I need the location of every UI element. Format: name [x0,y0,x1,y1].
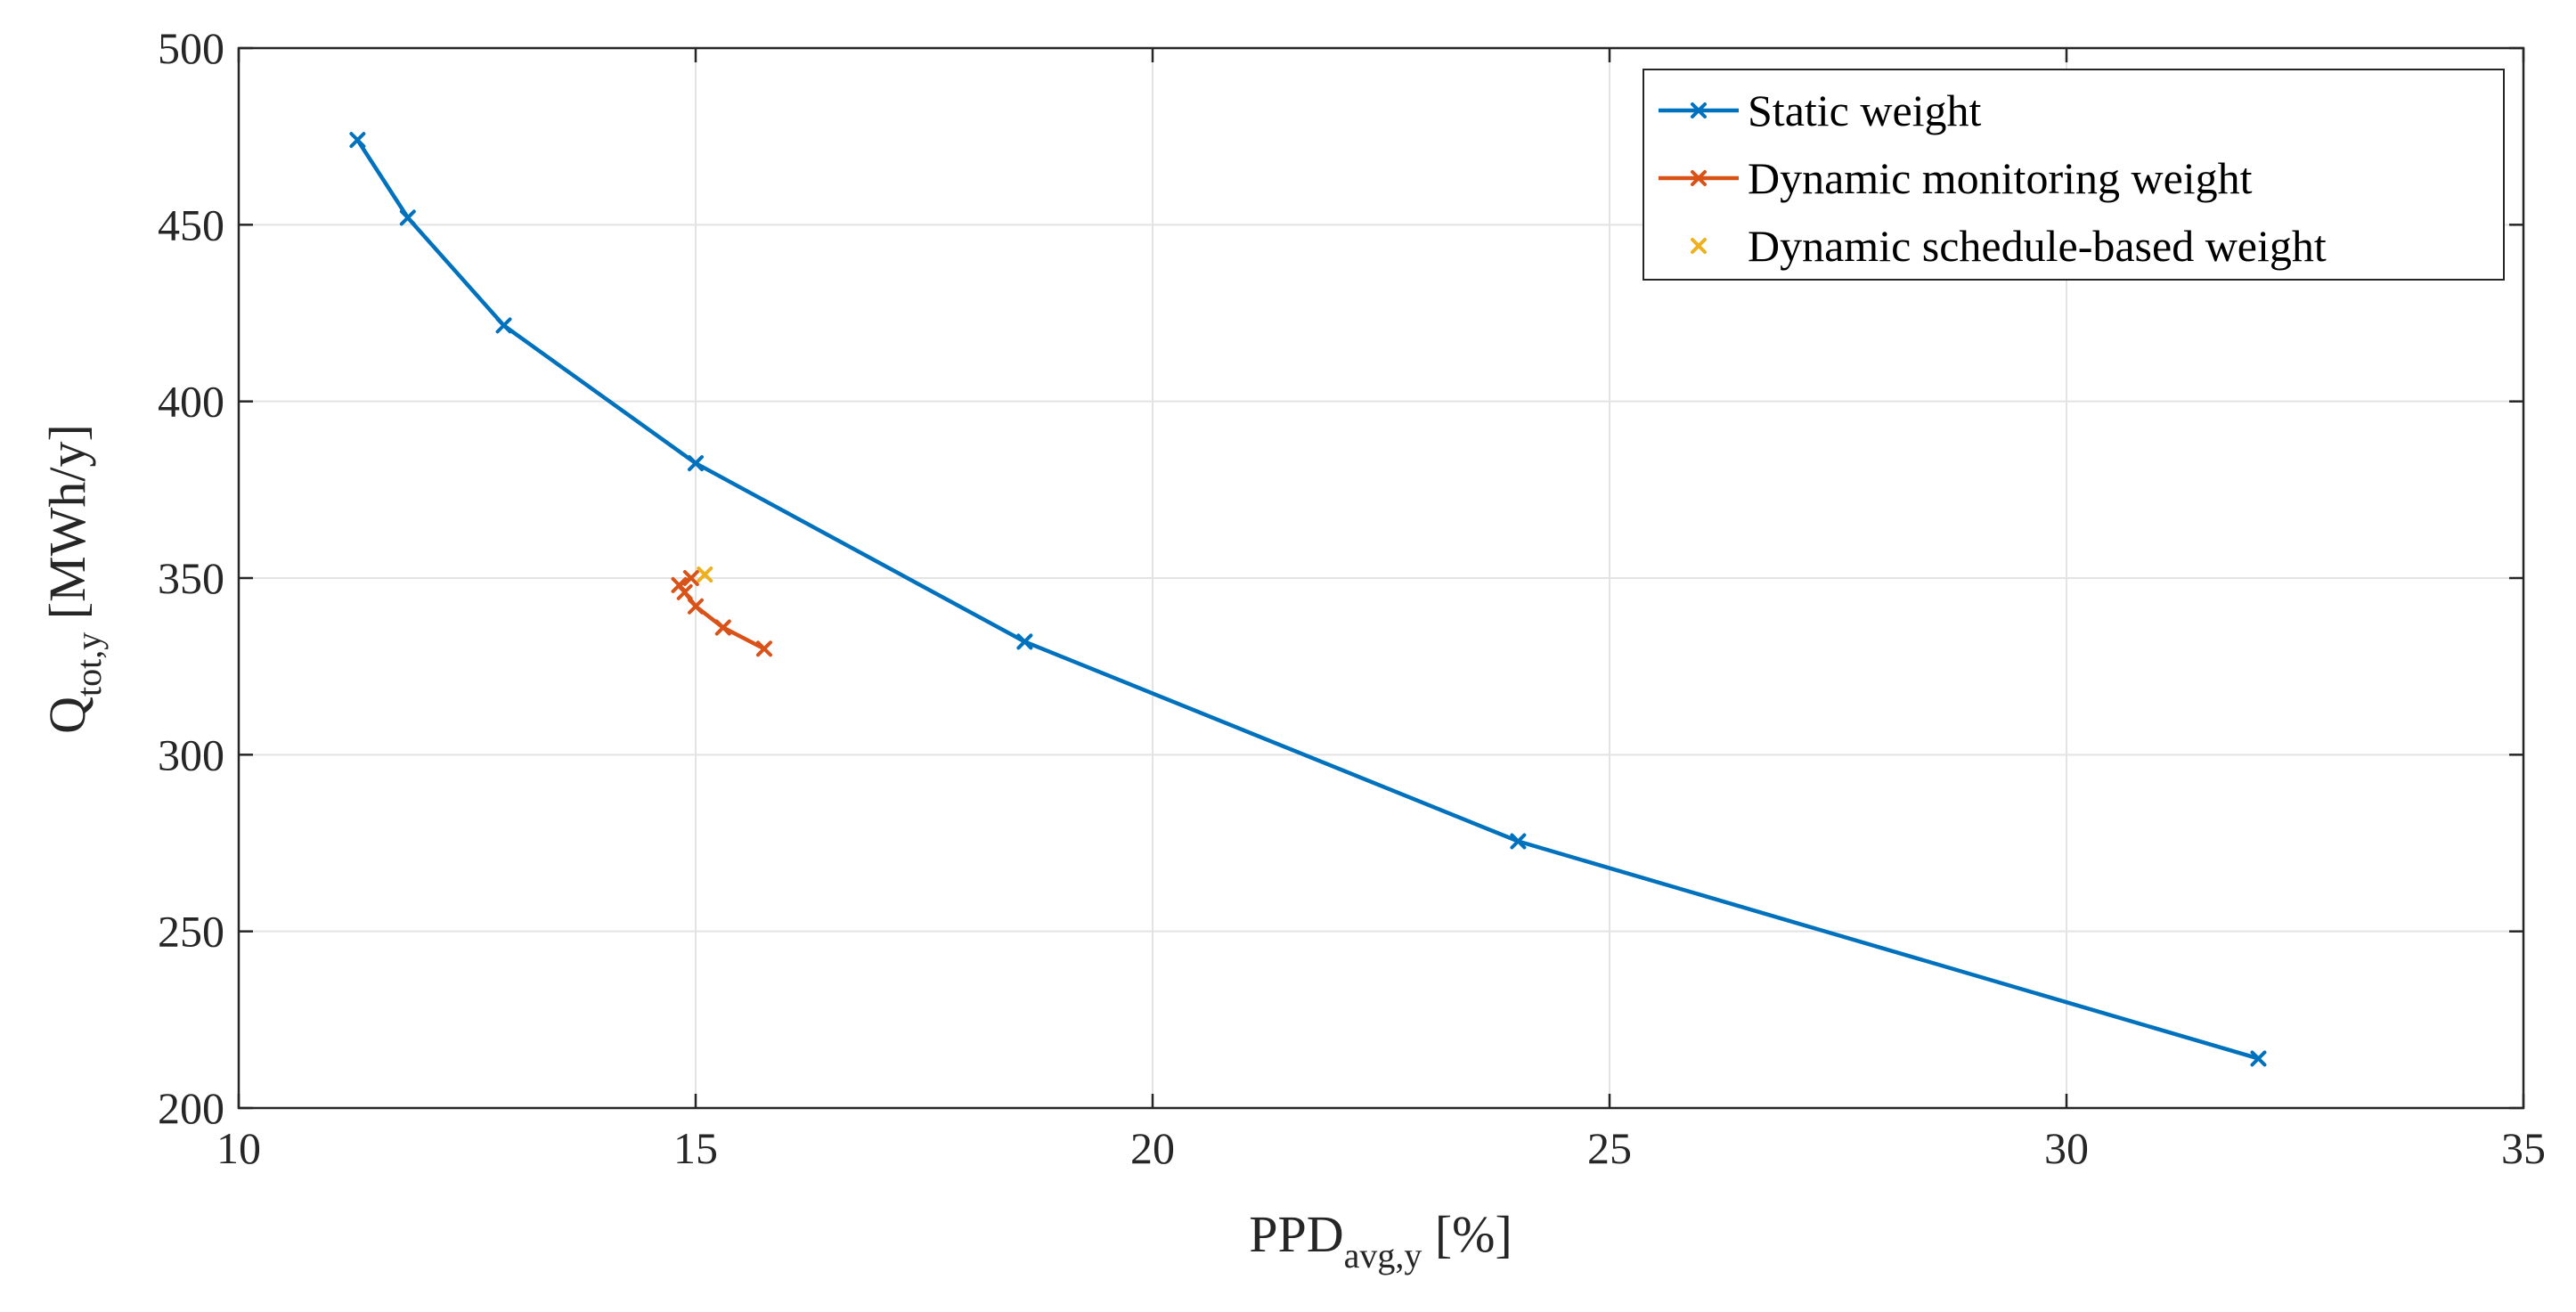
y-axis-label-sub: tot,y [69,632,109,697]
y-tick-label: 400 [158,377,224,427]
legend: Static weight Dynamic monitoring weight Dy… [1643,69,2505,281]
x-tick-label: 35 [2501,1123,2546,1173]
legend-marker [1691,102,1707,118]
data-point [2250,1050,2267,1067]
legend-entry-1: Static weight [1659,86,1982,135]
y-tick-label: 500 [158,23,224,73]
data-point [697,566,713,583]
legend-marker [1691,170,1707,186]
series-layer [349,132,2267,1067]
data-point [755,640,772,657]
data-point [714,619,731,636]
y-tick-label: 450 [158,200,224,249]
data-point [399,209,416,226]
x-axis-label-main: PPD [1249,1205,1343,1263]
x-axis-label-unit: [%] [1422,1205,1512,1263]
y-tick-label: 250 [158,907,224,957]
data-point [676,583,693,600]
legend-label: Dynamic monitoring weight [1748,153,2253,203]
legend-label: Dynamic schedule-based weight [1748,221,2327,271]
legend-box [1643,69,2505,281]
y-tick-label: 350 [158,553,224,603]
x-tick-label: 20 [1130,1123,1175,1173]
y-axis-label-unit: [MWh/y] [38,424,96,632]
data-point [495,317,512,334]
legend-entries: Static weight Dynamic monitoring weight Dy… [1659,86,2327,271]
series-2 [671,570,772,657]
x-axis-label: PPDavg,y [%] [1249,1205,1512,1275]
data-point [1510,833,1527,850]
y-axis-label: Qtot,y [MWh/y] [38,424,109,734]
axis-ticks: 10 15 20 25 30 35 200 250 300 350 400 450 500 [158,23,2546,1173]
series-1 [349,132,2267,1067]
legend-entry-2: Dynamic monitoring weight [1659,153,2253,203]
legend-entry-3: Dynamic schedule-based weight [1691,221,2327,271]
x-tick-label: 25 [1587,1123,1632,1173]
y-axis-label-main: Q [38,697,96,734]
data-point [688,455,704,472]
x-tick-label: 30 [2044,1123,2089,1173]
data-point [682,570,699,586]
legend-marker [1691,238,1707,254]
y-tick-label: 300 [158,729,224,779]
data-point [349,132,366,149]
series-3 [697,566,713,583]
data-point [1016,633,1033,650]
x-axis-label-sub: avg,y [1344,1235,1423,1275]
x-tick-label: 10 [216,1123,261,1173]
data-point [688,598,704,615]
x-tick-label: 15 [673,1123,718,1173]
y-tick-label: 200 [158,1083,224,1133]
legend-label: Static weight [1748,86,1982,135]
